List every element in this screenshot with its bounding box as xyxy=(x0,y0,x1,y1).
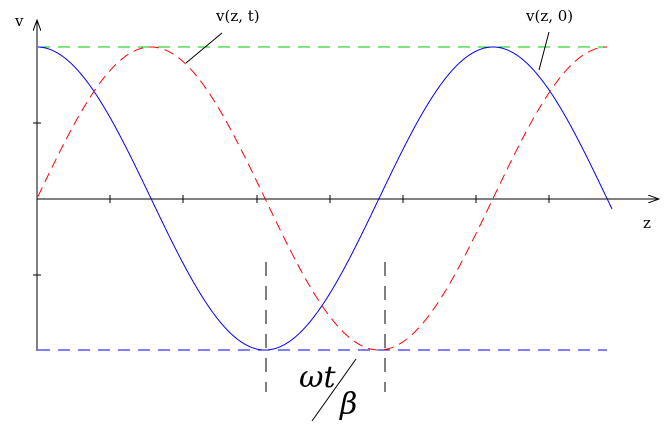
original-wave-label: v(z, 0) xyxy=(525,7,573,25)
y-axis-label: v xyxy=(14,12,24,30)
x-axis-ticks xyxy=(109,195,550,203)
shifted-wave-curve xyxy=(37,46,608,351)
shift-denominator: β xyxy=(339,387,357,422)
y-axis-ticks xyxy=(33,122,41,276)
shifted-wave-label: v(z, t) xyxy=(215,7,260,25)
original-wave-curve xyxy=(37,46,613,351)
fraction-slash xyxy=(311,358,357,422)
label-pointer-original xyxy=(538,31,550,71)
shift-numerator: ωt xyxy=(299,360,336,395)
label-pointer-shifted xyxy=(185,32,223,64)
x-axis-label: z xyxy=(643,214,651,232)
